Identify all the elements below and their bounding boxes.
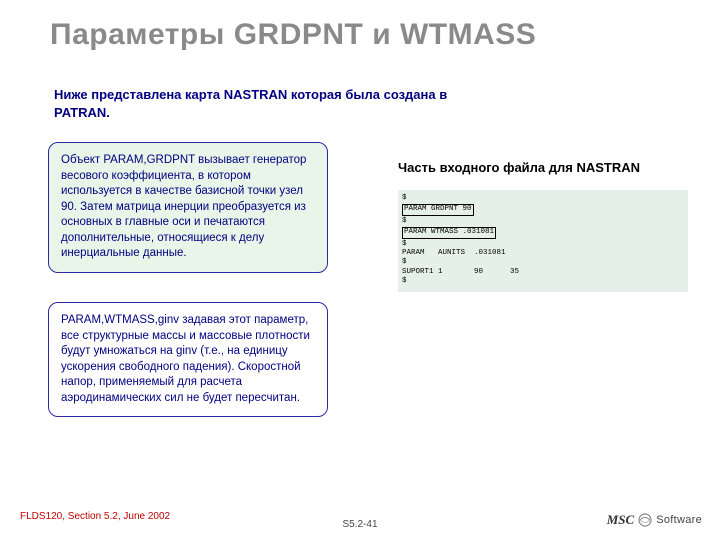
nastran-line: $: [402, 217, 684, 226]
logo-software-text: Software: [656, 514, 702, 526]
callout-wtmass: PARAM,WTMASS,ginv задавая этот параметр,…: [48, 302, 328, 417]
callout-grdpnt: Объект PARAM,GRDPNT вызывает генератор в…: [48, 142, 328, 273]
nastran-code-box: $ PARAM GRDPNT 90 $ PARAM WTMASS .031081…: [398, 190, 688, 292]
nastran-rest: $ PARAM AUNITS .031081 $ SUPORT1 1 90 35…: [402, 240, 684, 287]
nastran-line: $: [402, 194, 684, 203]
logo-swirl-icon: [637, 512, 653, 528]
footer-left: FLDS120, Section 5.2, June 2002: [20, 511, 170, 522]
nastran-boxed-grdpnt: PARAM GRDPNT 90: [402, 204, 474, 215]
slide: Параметры GRDPNT и WTMASS Ниже представл…: [0, 0, 720, 540]
callout-grdpnt-text: Объект PARAM,GRDPNT вызывает генератор в…: [61, 154, 306, 259]
slide-title: Параметры GRDPNT и WTMASS: [50, 18, 536, 52]
callout-wtmass-text: PARAM,WTMASS,ginv задавая этот параметр,…: [61, 314, 310, 404]
nastran-boxed-wtmass: PARAM WTMASS .031081: [402, 227, 496, 238]
footer-logo: MSC Software: [607, 512, 702, 528]
nastran-header: Часть входного файла для NASTRAN: [398, 160, 640, 175]
footer-page-number: S5.2-41: [342, 519, 377, 530]
logo-msc-text: MSC: [607, 512, 634, 528]
intro-text: Ниже представлена карта NASTRAN которая …: [54, 86, 454, 121]
